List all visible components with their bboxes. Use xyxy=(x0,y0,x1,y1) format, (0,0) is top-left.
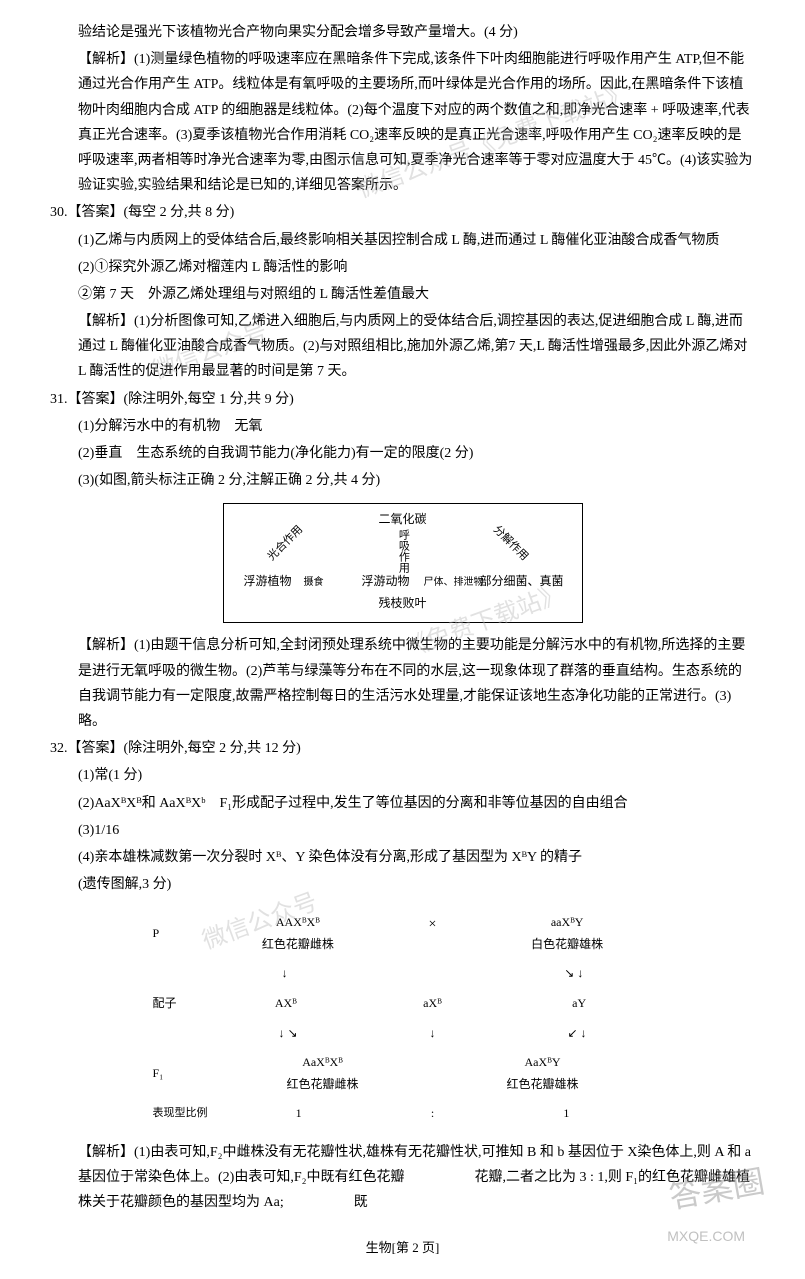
gamete-2: aXᴮ xyxy=(392,993,472,1015)
q32-answer-2: (2)AaXᴮXᴮ和 AaXᴮXᵇ F₁形成配子过程中,发生了等位基因的分离和非… xyxy=(50,791,755,816)
parent-left-phenotype: 红色花瓣雌株 xyxy=(258,934,338,956)
ratio-1: 1 xyxy=(259,1103,339,1125)
ecosystem-diagram: 二氧化碳 光合作用 呼吸作用 分解作用 浮游植物 浮游动物 部分细菌、真菌 摄食… xyxy=(223,503,583,623)
arrow-down-icon: ↓ xyxy=(429,1023,435,1045)
diagram-plankton-animal: 浮游动物 xyxy=(361,571,409,593)
f1-right-phenotype: 红色花瓣雄株 xyxy=(503,1074,583,1096)
q32-header: 32.【答案】(除注明外,每空 2 分,共 12 分) xyxy=(50,736,755,761)
q29-explanation: 【解析】(1)测量绿色植物的呼吸速率应在黑暗条件下完成,该条件下叶肉细胞能进行呼… xyxy=(50,47,755,198)
arrow-down-icon: ↓ xyxy=(282,963,288,985)
q31-answer-1: (1)分解污水中的有机物 无氧 xyxy=(50,414,755,439)
diagram-corpse-arrow: 尸体、排泄物 xyxy=(424,574,484,592)
q30-answer-2-1: (2)①探究外源乙烯对榴莲内 L 酶活性的影响 xyxy=(50,255,755,280)
gamete-1: AXᴮ xyxy=(246,993,326,1015)
q29-continuation-1: 验结论是强光下该植物光合产物向果实分配会增多导致产量增大。(4 分) xyxy=(50,20,755,45)
diagram-feeding-arrow: 摄食 xyxy=(304,574,324,592)
parent-right-genotype: aaXᴮY xyxy=(527,912,607,934)
gamete-label: 配子 xyxy=(153,993,213,1015)
arrow-down-icon: ↓ ↘ xyxy=(278,1023,297,1045)
ratio-separator: : xyxy=(431,1103,434,1125)
diagram-decomposition-label: 分解作用 xyxy=(487,522,532,567)
f1-right-genotype: AaXᴮY xyxy=(503,1052,583,1074)
q32-answer-4: (4)亲本雄株减数第一次分裂时 Xᴮ、Y 染色体没有分离,形成了基因型为 XᴮY… xyxy=(50,845,755,870)
f1-left-genotype: AaXᴮXᴮ xyxy=(283,1052,363,1074)
arrow-down-icon: ↘ ↓ xyxy=(564,963,583,985)
q32-answer-5: (遗传图解,3 分) xyxy=(50,872,755,897)
q30-answer-1: (1)乙烯与内质网上的受体结合后,最终影响相关基因控制合成 L 酶,进而通过 L… xyxy=(50,228,755,253)
diagram-respiration-label: 呼吸作用 xyxy=(393,529,413,573)
diagram-co2-node: 二氧化碳 xyxy=(378,509,426,531)
q30-explanation: 【解析】(1)分析图像可知,乙烯进入细胞后,与内质网上的受体结合后,调控基因的表… xyxy=(50,309,755,385)
diagram-detritus: 残枝败叶 xyxy=(378,593,426,615)
diagram-plankton-plant: 浮游植物 xyxy=(244,571,292,593)
q32-answer-1: (1)常(1 分) xyxy=(50,763,755,788)
genetic-cross-diagram: P AAXᴮXᴮ 红色花瓣雌株 × aaXᴮY 白色花瓣雄株 ↓ ↘ ↓ 配子 … xyxy=(153,912,653,1125)
arrow-down-icon: ↙ ↓ xyxy=(567,1023,586,1045)
ratio-2: 1 xyxy=(526,1103,606,1125)
parent-right-phenotype: 白色花瓣雄株 xyxy=(527,934,607,956)
q31-answer-2: (2)垂直 生态系统的自我调节能力(净化能力)有一定的限度(2 分) xyxy=(50,441,755,466)
q30-header: 30.【答案】(每空 2 分,共 8 分) xyxy=(50,200,755,225)
q31-header: 31.【答案】(除注明外,每空 1 分,共 9 分) xyxy=(50,387,755,412)
f1-left-phenotype: 红色花瓣雌株 xyxy=(283,1074,363,1096)
parent-left-genotype: AAXᴮXᴮ xyxy=(258,912,338,934)
q31-answer-3: (3)(如图,箭头标注正确 2 分,注解正确 2 分,共 4 分) xyxy=(50,468,755,493)
diagram-photosynthesis-label: 光合作用 xyxy=(263,522,308,567)
q30-answer-2-2: ②第 7 天 外源乙烯处理组与对照组的 L 酶活性差值最大 xyxy=(50,282,755,307)
gamete-3: aY xyxy=(539,993,619,1015)
diagram-bacteria-fungi: 部分细菌、真菌 xyxy=(479,571,563,593)
q32-answer-3: (3)1/16 xyxy=(50,818,755,843)
ratio-label: 表现型比例 xyxy=(153,1104,213,1124)
f1-label: F₁ xyxy=(153,1063,213,1085)
page-footer: 生物[第 2 页] xyxy=(50,1236,755,1259)
q31-explanation: 【解析】(1)由题干信息分析可知,全封闭预处理系统中微生物的主要功能是分解污水中… xyxy=(50,633,755,734)
q32-explanation: 【解析】(1)由表可知,F₂中雌株没有无花瓣性状,雄株有无花瓣性状,可推知 B … xyxy=(50,1140,755,1216)
parent-label: P xyxy=(153,923,213,945)
cross-symbol: × xyxy=(429,912,437,955)
